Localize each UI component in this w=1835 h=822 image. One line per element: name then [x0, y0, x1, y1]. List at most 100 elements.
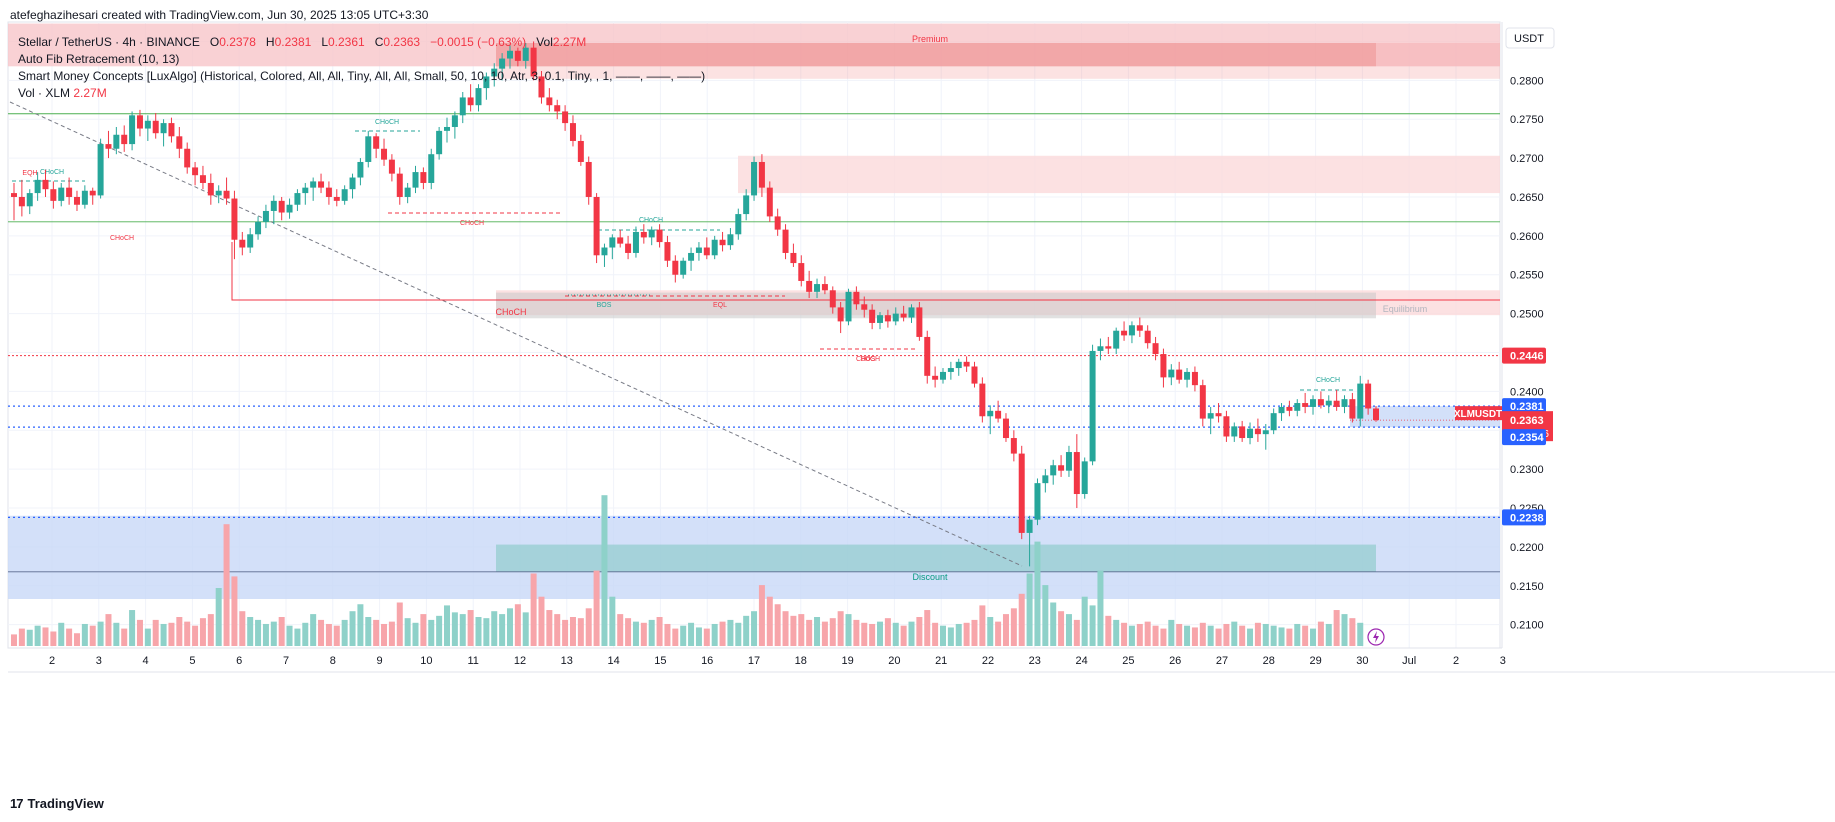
candle-down[interactable] [774, 216, 781, 230]
candle-down[interactable] [554, 105, 561, 112]
candle-down[interactable] [672, 260, 679, 275]
candle-down[interactable] [916, 307, 923, 337]
candle-up[interactable] [302, 187, 309, 194]
candle-down[interactable] [278, 200, 285, 213]
candle-up[interactable] [144, 120, 151, 129]
candle-down[interactable] [373, 136, 380, 149]
candle-up[interactable] [1294, 403, 1301, 411]
candle-down[interactable] [89, 190, 96, 196]
candle-down[interactable] [703, 247, 710, 256]
candle-down[interactable] [467, 97, 474, 106]
candle-down[interactable] [121, 134, 128, 145]
candle-down[interactable] [625, 243, 632, 253]
candle-down[interactable] [884, 315, 891, 322]
candle-up[interactable] [711, 239, 718, 256]
candle-down[interactable] [798, 263, 805, 281]
candle-down[interactable] [1073, 452, 1080, 495]
candle-up[interactable] [499, 58, 506, 69]
candle-down[interactable] [192, 167, 199, 176]
candle-down[interactable] [585, 161, 592, 197]
candle-up[interactable] [1168, 369, 1175, 378]
candle-up[interactable] [412, 172, 419, 188]
candle-down[interactable] [136, 115, 143, 129]
candle-up[interactable] [428, 154, 435, 183]
candle-up[interactable] [1026, 519, 1033, 533]
candle-down[interactable] [1349, 399, 1356, 419]
candle-down[interactable] [73, 196, 80, 205]
candle-up[interactable] [648, 229, 655, 238]
candle-up[interactable] [286, 204, 293, 213]
candle-up[interactable] [1325, 400, 1332, 406]
candle-up[interactable] [680, 260, 687, 275]
candle-down[interactable] [1058, 465, 1065, 471]
candle-up[interactable] [34, 179, 41, 194]
candle-down[interactable] [530, 47, 537, 77]
candle-down[interactable] [1333, 400, 1340, 407]
candle-up[interactable] [1034, 483, 1041, 520]
candle-down[interactable] [381, 148, 388, 160]
candle-up[interactable] [357, 161, 364, 178]
candle-up[interactable] [1065, 452, 1072, 471]
candle-down[interactable] [617, 237, 624, 244]
candle-up[interactable] [1113, 330, 1120, 349]
candle-down[interactable] [979, 383, 986, 417]
candle-up[interactable] [491, 68, 498, 77]
candle-up[interactable] [688, 252, 695, 261]
candle-up[interactable] [404, 187, 411, 197]
candle-down[interactable] [837, 307, 844, 322]
candle-down[interactable] [1018, 453, 1025, 533]
candle-up[interactable] [845, 291, 852, 322]
candle-down[interactable] [538, 76, 545, 98]
candle-down[interactable] [42, 179, 49, 190]
candle-up[interactable] [1310, 399, 1317, 407]
candle-down[interactable] [782, 229, 789, 253]
candle-up[interactable] [475, 88, 482, 106]
candle-up[interactable] [1341, 399, 1348, 407]
candle-down[interactable] [176, 136, 183, 149]
candle-down[interactable] [239, 239, 246, 248]
candle-down[interactable] [1136, 325, 1143, 331]
legend-symbol[interactable]: Stellar / TetherUS · 4h · BINANCE [18, 35, 200, 49]
candle-up[interactable] [751, 161, 758, 196]
candle-up[interactable] [436, 130, 443, 155]
candle-up[interactable] [814, 284, 821, 292]
candle-down[interactable] [66, 187, 73, 197]
candle-up[interactable] [58, 187, 65, 201]
candle-down[interactable] [1302, 403, 1309, 407]
candle-down[interactable] [1286, 406, 1293, 411]
candle-up[interactable] [81, 190, 88, 205]
candle-down[interactable] [420, 172, 427, 183]
candle-down[interactable] [790, 252, 797, 264]
candle-down[interactable] [1152, 343, 1159, 355]
legend-indicator-smc[interactable]: Smart Money Concepts [LuxAlgo] (Historic… [18, 69, 706, 83]
candle-down[interactable] [1105, 346, 1112, 349]
candle-up[interactable] [601, 247, 608, 256]
candle-up[interactable] [1128, 325, 1135, 336]
candle-up[interactable] [727, 234, 734, 246]
candle-down[interactable] [806, 280, 813, 292]
candle-up[interactable] [255, 221, 262, 235]
candle-down[interactable] [656, 229, 663, 243]
candle-down[interactable] [640, 231, 647, 238]
candle-down[interactable] [1215, 413, 1222, 417]
candle-up[interactable] [247, 234, 254, 248]
candle-up[interactable] [947, 368, 954, 372]
candle-up[interactable] [522, 47, 529, 61]
candle-up[interactable] [1097, 346, 1104, 351]
candle-up[interactable] [129, 115, 136, 145]
candle-down[interactable] [1254, 428, 1261, 435]
candle-up[interactable] [365, 136, 372, 162]
legend-indicator-vol[interactable]: Vol · XLM 2.27M [18, 85, 705, 102]
candle-down[interactable] [168, 123, 175, 137]
candle-up[interactable] [444, 126, 451, 131]
candle-up[interactable] [459, 97, 466, 116]
candle-down[interactable] [562, 111, 569, 124]
candle-down[interactable] [231, 198, 238, 240]
candle-up[interactable] [349, 177, 356, 190]
candle-down[interactable] [971, 366, 978, 384]
candle-down[interactable] [853, 291, 860, 305]
candle-down[interactable] [18, 196, 25, 207]
candle-down[interactable] [207, 182, 214, 196]
candle-up[interactable] [294, 193, 301, 205]
